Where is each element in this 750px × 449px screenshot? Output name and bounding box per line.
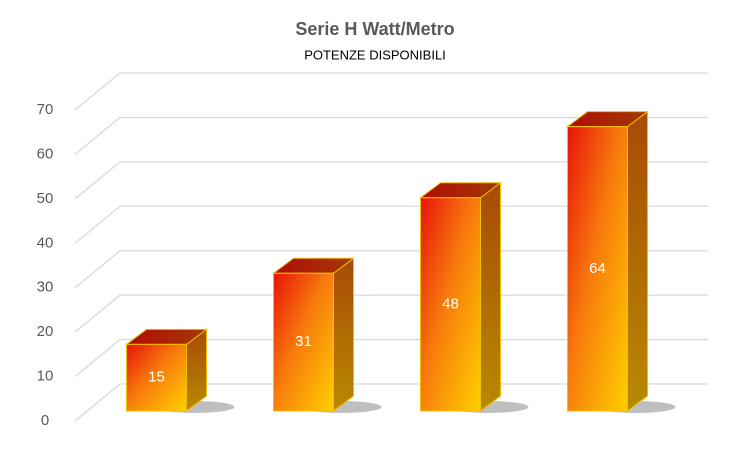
y-tick-label: 10 xyxy=(37,368,54,385)
data-label: 15 xyxy=(148,369,165,386)
data-label: 48 xyxy=(442,295,459,312)
chart-subtitle: POTENZE DISPONIBILI xyxy=(304,47,446,62)
y-tick-label: 70 xyxy=(37,101,54,118)
grid-line xyxy=(74,205,708,244)
bar xyxy=(567,126,628,412)
grid-line xyxy=(74,294,708,333)
y-tick-label: 20 xyxy=(37,323,54,340)
bar-side xyxy=(627,110,648,412)
grid-line xyxy=(74,383,708,422)
y-tick-label: 60 xyxy=(37,145,54,162)
grid-line xyxy=(74,72,708,111)
y-tick-label: 30 xyxy=(37,279,54,296)
grid-line xyxy=(74,116,708,155)
y-tick-label: 0 xyxy=(41,412,49,429)
bar xyxy=(273,272,334,412)
grid-line xyxy=(74,250,708,289)
bar-side xyxy=(333,257,354,412)
bar xyxy=(126,343,187,412)
grid-line xyxy=(74,338,708,378)
y-tick-label: 50 xyxy=(37,190,54,207)
bar-side xyxy=(480,181,501,412)
data-label: 64 xyxy=(589,260,606,277)
grid-line xyxy=(74,161,708,200)
data-label: 31 xyxy=(295,333,312,350)
bar xyxy=(420,197,481,412)
chart-title: Serie H Watt/Metro xyxy=(295,19,454,39)
y-tick-label: 40 xyxy=(37,234,54,251)
